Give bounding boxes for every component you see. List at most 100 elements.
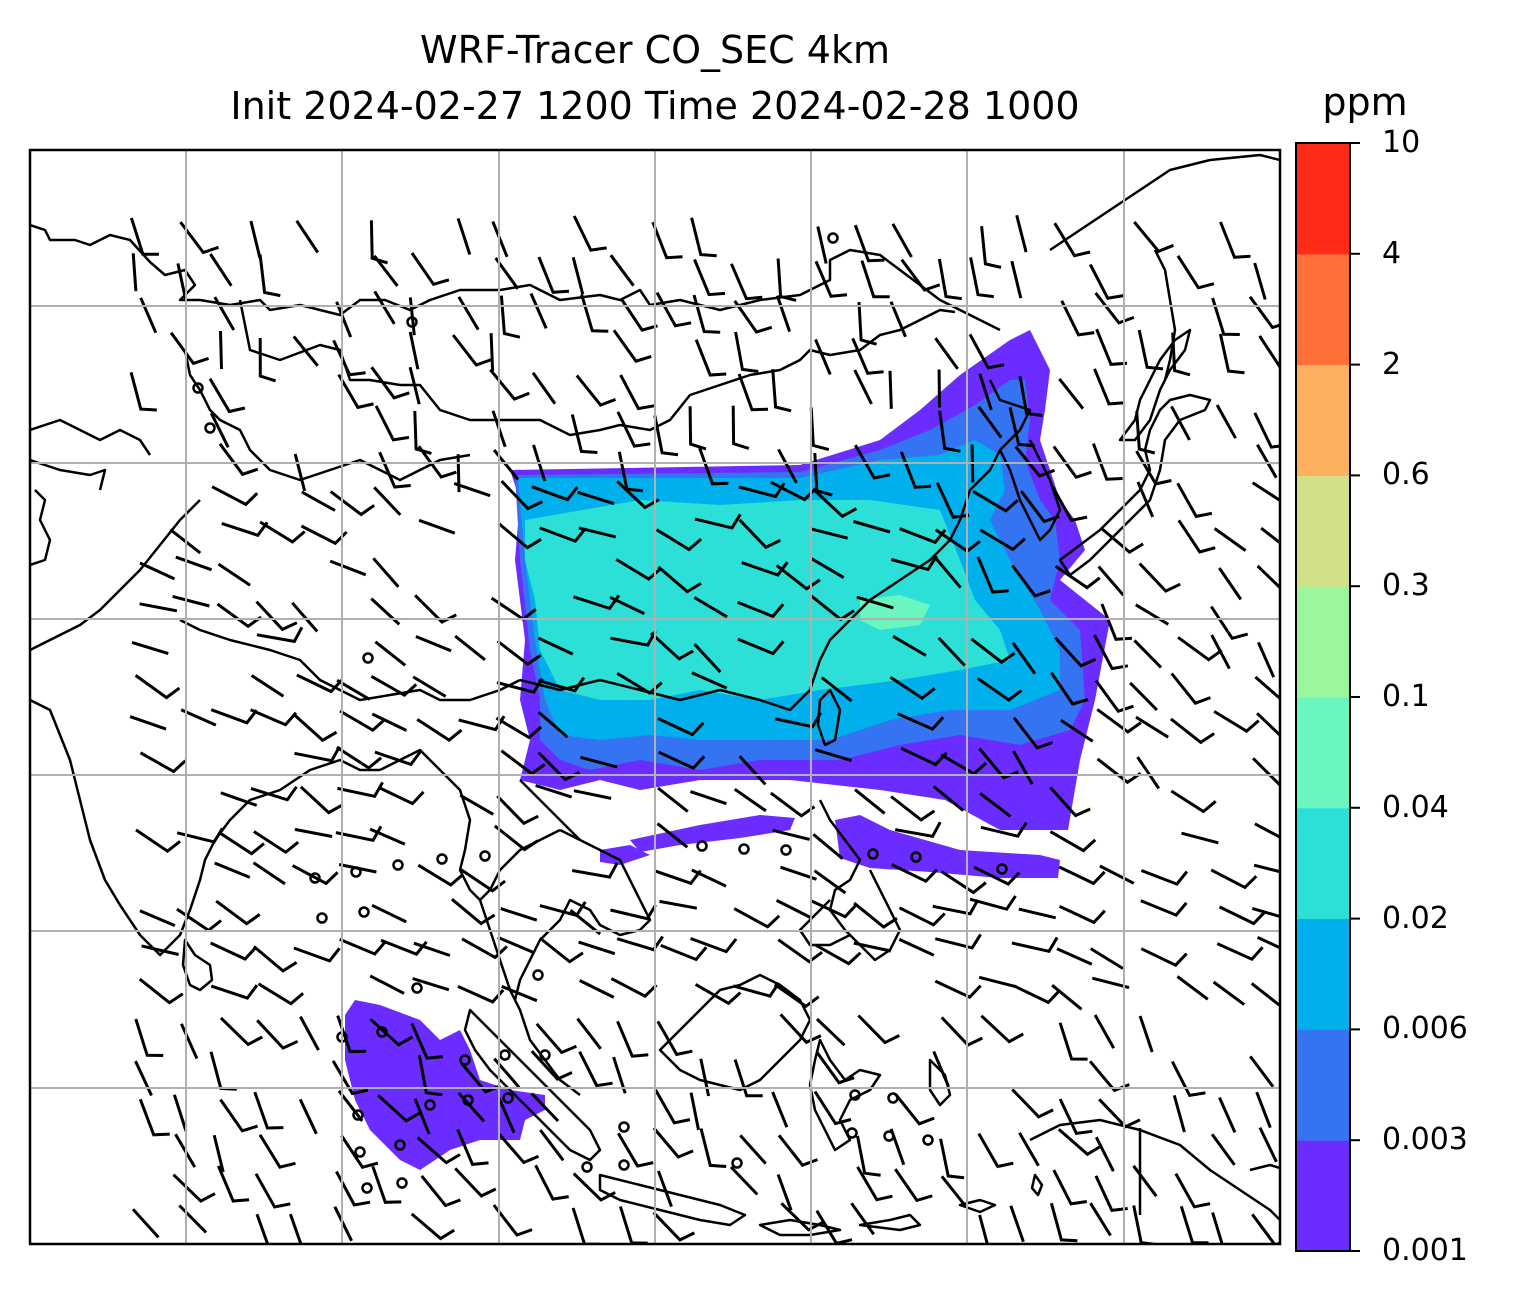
wind-barb [256, 626, 304, 644]
wind-barb [1132, 1164, 1158, 1198]
wind-barb [1211, 1212, 1224, 1244]
wind-barb [693, 596, 728, 619]
wind-barb [456, 1128, 489, 1166]
wind-barb [1249, 1055, 1275, 1088]
plume-southwest [345, 1000, 545, 1170]
wind-barb [1171, 332, 1191, 377]
wind-barb [1176, 254, 1215, 290]
wind-barb [412, 977, 450, 992]
wind-barb [853, 369, 873, 405]
wind-barb [1091, 443, 1123, 481]
calm-marker [867, 848, 879, 860]
wind-barb [1251, 1213, 1280, 1244]
wind-barb [814, 338, 832, 375]
wind-barb [1218, 333, 1245, 375]
wind-barb [610, 904, 657, 921]
wind-barb [1218, 567, 1243, 601]
wind-barb [410, 1022, 444, 1060]
calm-marker [618, 1159, 630, 1171]
wind-barb [1053, 222, 1091, 258]
wind-barb [378, 451, 411, 489]
wind-barb [937, 258, 963, 301]
wind-barb [815, 1017, 846, 1047]
wind-barb [178, 1204, 208, 1234]
wind-barb [609, 595, 646, 616]
wind-barb [1058, 377, 1085, 410]
wind-barb [699, 1128, 727, 1168]
wind-barb [497, 935, 534, 954]
wind-barb [1010, 260, 1023, 299]
wind-barb [1015, 214, 1028, 253]
wind-barb [609, 254, 635, 287]
wind-barb [1133, 221, 1175, 254]
wind-barb [454, 1167, 497, 1198]
wind-barb [972, 490, 1019, 513]
wind-barb [257, 982, 305, 1006]
wind-barb [771, 1091, 789, 1128]
wind-barb [652, 1211, 696, 1242]
wind-barb [1014, 445, 1056, 478]
wind-barb [298, 1098, 318, 1135]
wind-barb [499, 295, 521, 339]
wind-barb [1252, 757, 1280, 787]
wind-barb [180, 1023, 199, 1060]
wind-barb [655, 528, 703, 552]
wind-barb [698, 447, 729, 486]
wind-barb [1138, 1015, 1154, 1053]
wind-barb [179, 221, 219, 255]
wind-barb [577, 490, 615, 506]
wind-barb [970, 637, 1016, 664]
wind-barb [176, 263, 188, 301]
wind-barb [337, 373, 374, 410]
wind-barb [654, 1088, 691, 1125]
calm-marker [887, 1092, 899, 1104]
wind-barb [1254, 822, 1280, 839]
wind-barb [129, 217, 159, 256]
wind-barb [492, 449, 520, 481]
wind-barb [1210, 634, 1231, 670]
wind-barb [889, 676, 936, 701]
wind-barb [688, 406, 707, 451]
wind-barb [1218, 1096, 1237, 1134]
wind-barb [530, 1092, 560, 1123]
wind-barb [934, 933, 982, 950]
wind-barb [497, 1097, 516, 1134]
wind-barb [339, 938, 387, 956]
wind-barb [451, 334, 492, 367]
wind-barb [131, 640, 169, 656]
wind-barb [693, 643, 722, 674]
wind-barb [616, 411, 651, 448]
wind-barb [539, 526, 587, 543]
wind-barb [217, 562, 251, 587]
wind-barb [737, 600, 785, 619]
wind-barb [814, 748, 853, 763]
wind-barb [1012, 750, 1034, 785]
wind-barb [172, 594, 210, 608]
wind-barb [655, 291, 692, 328]
wind-barb [773, 983, 820, 1009]
wind-barb [169, 331, 210, 366]
wind-barb [616, 935, 664, 952]
wind-barb [1060, 719, 1094, 743]
wind-barb [255, 600, 298, 632]
wind-barb [209, 1051, 237, 1091]
wind-barb [612, 329, 652, 363]
wind-barb [610, 977, 658, 999]
wind-barb [1177, 636, 1223, 662]
wind-barb [139, 751, 187, 774]
wind-barb [571, 256, 585, 295]
wind-barb [980, 1014, 1024, 1044]
wind-barb [461, 937, 508, 960]
wind-barb [854, 788, 886, 815]
wind-barb [492, 1204, 533, 1237]
wind-barb [332, 339, 366, 377]
wind-barb [1051, 486, 1088, 522]
wind-barb [934, 337, 959, 370]
wind-barb [139, 602, 178, 613]
wind-barb [888, 370, 893, 409]
wind-barb [1049, 1202, 1078, 1243]
wind-barb [495, 716, 543, 740]
wind-barb [980, 225, 1002, 269]
wind-barb [135, 828, 182, 854]
wind-barb [775, 564, 821, 591]
